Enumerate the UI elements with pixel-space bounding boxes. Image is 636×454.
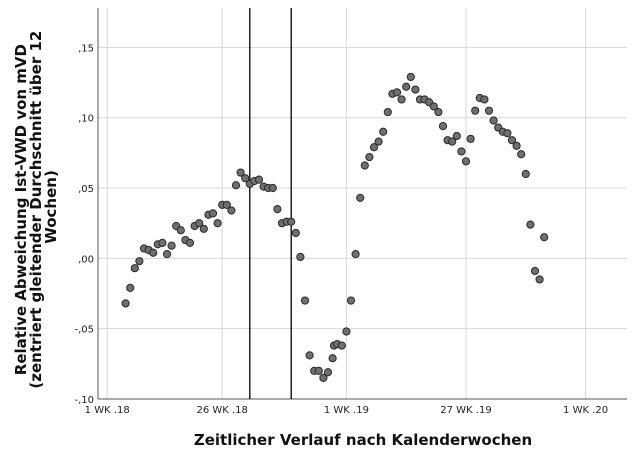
x-grid-lines: [106, 8, 587, 399]
y-tick-label: -,10: [74, 395, 94, 406]
data-point: [314, 366, 323, 375]
data-point: [199, 224, 208, 233]
y-axis-title-line-2: (zentriert gleitender Durchschnitt über …: [27, 31, 45, 389]
x-tick-labels: 1 WK .18 26 WK .18 1 WK .19 27 WK .19 1 WK .…: [85, 405, 608, 416]
x-tick-label: 1 WK .19: [324, 405, 369, 416]
data-point: [503, 129, 512, 138]
data-point: [466, 134, 475, 143]
data-point: [374, 137, 383, 146]
data-point: [213, 219, 222, 228]
data-point: [167, 241, 176, 250]
data-point: [535, 275, 544, 284]
data-point: [273, 205, 282, 214]
data-point: [530, 266, 540, 276]
data-point: [448, 137, 457, 146]
data-point: [149, 248, 158, 257]
data-point: [438, 122, 448, 131]
data-point: [540, 233, 549, 242]
y-tick-label: ,15: [78, 43, 94, 54]
x-tick-label: 27 WK .19: [440, 405, 491, 416]
y-tick-label: -,05: [74, 325, 94, 336]
data-point: [342, 327, 351, 336]
data-point: [185, 238, 195, 247]
data-point: [135, 257, 144, 266]
data-points: [121, 72, 549, 383]
data-point: [356, 193, 365, 202]
data-point: [176, 226, 185, 235]
data-point: [337, 341, 346, 350]
data-point: [517, 150, 526, 159]
x-axis-title: Zeitlicher Verlauf nach Kalenderwochen: [194, 431, 532, 449]
data-point: [254, 175, 264, 184]
data-point: [392, 88, 402, 97]
data-point: [429, 102, 438, 111]
data-point: [369, 143, 379, 152]
data-point: [452, 131, 461, 141]
data-point: [526, 220, 535, 229]
y-tick-labels: -,10 -,05 ,00 ,05 ,10 ,15: [74, 43, 94, 406]
data-point: [158, 238, 167, 247]
y-axis-title-line-3: Wochen): [42, 170, 60, 244]
data-point: [480, 95, 489, 104]
data-point: [507, 136, 517, 145]
data-point: [383, 107, 392, 117]
data-point: [305, 351, 314, 360]
y-tick-label: ,00: [78, 254, 94, 265]
data-point: [319, 373, 328, 383]
data-point: [457, 147, 466, 156]
data-point: [489, 116, 498, 125]
data-point: [521, 169, 530, 179]
data-point: [227, 206, 236, 215]
data-point: [268, 183, 277, 193]
data-point: [121, 299, 130, 308]
data-point: [402, 82, 411, 91]
data-point: [241, 174, 250, 183]
data-point: [236, 168, 245, 177]
x-tick-label: 1 WK .18: [85, 405, 130, 416]
y-tick-label: ,05: [78, 184, 94, 195]
data-point: [365, 152, 374, 162]
data-point: [231, 181, 241, 190]
data-point: [300, 296, 310, 305]
data-point: [328, 354, 337, 363]
data-point: [351, 250, 360, 259]
data-point: [397, 95, 406, 104]
data-point: [461, 157, 471, 166]
data-point: [346, 296, 356, 305]
data-point: [126, 283, 135, 292]
data-point: [434, 107, 443, 117]
data-point: [291, 228, 300, 238]
data-point: [484, 106, 494, 115]
data-point: [360, 161, 369, 170]
data-point: [379, 127, 388, 136]
reference-lines: [249, 8, 292, 399]
data-point: [411, 85, 420, 94]
data-point: [130, 264, 139, 273]
data-point: [406, 72, 415, 82]
data-point: [162, 250, 172, 259]
y-tick-label: ,10: [78, 114, 94, 125]
data-point: [512, 141, 521, 150]
x-tick-label: 26 WK .18: [196, 405, 247, 416]
data-point: [323, 368, 333, 377]
y-axis-title: Relative Abweichung Ist-VWD von mVD (zen…: [12, 25, 60, 388]
data-point: [208, 209, 218, 218]
data-point: [471, 106, 480, 115]
data-point: [287, 217, 296, 226]
data-point: [296, 252, 305, 262]
data-point: [195, 219, 204, 228]
data-point: [222, 200, 231, 210]
x-tick-label: 1 WK .20: [563, 405, 608, 416]
y-axis-title-line-1: Relative Abweichung Ist-VWD von mVD: [12, 44, 30, 375]
